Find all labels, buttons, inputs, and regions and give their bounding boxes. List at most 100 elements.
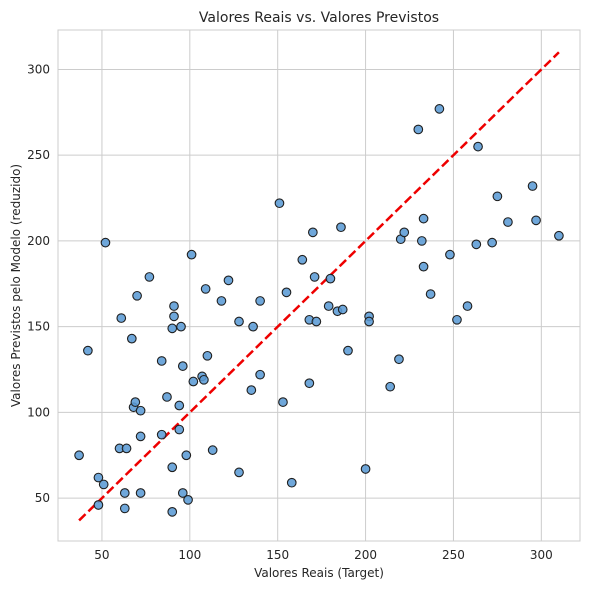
data-point bbox=[200, 284, 211, 294]
x-tick-label: 300 bbox=[530, 548, 553, 562]
data-point bbox=[445, 249, 455, 260]
data-point bbox=[325, 273, 336, 284]
data-point bbox=[223, 275, 234, 286]
data-point bbox=[473, 141, 483, 152]
data-point bbox=[336, 222, 346, 233]
data-points bbox=[74, 104, 564, 517]
data-point bbox=[181, 450, 192, 461]
data-point bbox=[177, 361, 188, 371]
chart-title: Valores Reais vs. Valores Previstos bbox=[199, 10, 439, 26]
data-point bbox=[188, 376, 199, 387]
data-point bbox=[234, 467, 244, 478]
data-point bbox=[74, 450, 84, 461]
y-tick-label: 300 bbox=[27, 62, 50, 76]
data-point bbox=[83, 345, 93, 356]
data-point bbox=[418, 213, 429, 224]
data-point bbox=[135, 431, 146, 442]
data-point bbox=[234, 316, 244, 327]
data-point bbox=[177, 488, 188, 498]
data-point bbox=[162, 392, 172, 402]
tick-labels: 50 100 150 200 250 300 50 100 150 200 250 300 bbox=[27, 62, 553, 562]
data-point bbox=[119, 488, 130, 498]
data-point bbox=[216, 296, 227, 306]
data-point bbox=[174, 400, 185, 411]
data-point bbox=[281, 287, 292, 298]
data-point bbox=[554, 230, 564, 241]
data-point bbox=[323, 301, 334, 311]
data-point bbox=[144, 272, 155, 282]
data-point bbox=[186, 249, 197, 260]
data-point bbox=[343, 345, 353, 356]
x-tick-label: 200 bbox=[354, 548, 377, 562]
data-point bbox=[527, 181, 538, 191]
data-point bbox=[309, 272, 320, 282]
data-point bbox=[286, 477, 297, 488]
y-tick-label: 100 bbox=[27, 405, 50, 419]
data-point bbox=[156, 429, 167, 440]
x-tick-label: 150 bbox=[266, 548, 289, 562]
y-tick-label: 200 bbox=[27, 234, 50, 248]
data-point bbox=[130, 397, 141, 407]
data-point bbox=[156, 356, 167, 366]
data-point bbox=[304, 378, 315, 389]
data-point bbox=[364, 316, 374, 327]
data-point bbox=[462, 301, 473, 311]
reference-line bbox=[78, 51, 560, 522]
data-point bbox=[399, 227, 410, 238]
data-point bbox=[135, 488, 146, 498]
x-axis-label: Valores Reais (Target) bbox=[254, 566, 384, 580]
data-point bbox=[487, 237, 497, 248]
data-point bbox=[274, 198, 285, 209]
data-point bbox=[385, 381, 396, 392]
data-point bbox=[98, 479, 109, 490]
y-tick-label: 150 bbox=[27, 320, 50, 334]
data-point bbox=[503, 217, 513, 227]
y-tick-label: 250 bbox=[27, 148, 50, 162]
plot-area-frame bbox=[57, 29, 581, 542]
data-point bbox=[167, 506, 178, 517]
data-point bbox=[199, 374, 209, 385]
data-point bbox=[255, 296, 265, 306]
data-point bbox=[413, 124, 424, 135]
data-point bbox=[434, 104, 445, 114]
data-point bbox=[183, 494, 193, 505]
data-point bbox=[126, 333, 137, 344]
data-point bbox=[360, 464, 371, 474]
data-point bbox=[116, 313, 127, 323]
data-point bbox=[416, 236, 427, 246]
data-point bbox=[174, 424, 185, 435]
data-point bbox=[167, 323, 178, 334]
reference-line-group bbox=[78, 51, 560, 522]
data-point bbox=[202, 350, 213, 361]
data-point bbox=[337, 304, 348, 315]
x-tick-label: 250 bbox=[442, 548, 465, 562]
data-point bbox=[176, 321, 186, 332]
data-point bbox=[93, 500, 104, 510]
data-point bbox=[394, 354, 404, 365]
data-point bbox=[121, 443, 132, 454]
data-point bbox=[169, 301, 179, 311]
data-point bbox=[119, 503, 130, 514]
data-point bbox=[135, 405, 146, 416]
data-point bbox=[100, 237, 111, 248]
data-point bbox=[418, 261, 429, 272]
data-point bbox=[207, 445, 218, 455]
data-point bbox=[311, 316, 322, 327]
data-point bbox=[132, 290, 142, 301]
y-axis-label: Valores Previstos pelo Modelo (reduzido) bbox=[9, 164, 23, 407]
data-point bbox=[278, 397, 288, 407]
x-tick-label: 100 bbox=[178, 548, 201, 562]
data-point bbox=[93, 472, 104, 483]
data-point bbox=[531, 215, 541, 226]
y-tick-label: 50 bbox=[35, 491, 50, 505]
data-point bbox=[307, 227, 318, 238]
data-point bbox=[169, 311, 179, 322]
data-point bbox=[167, 462, 178, 473]
data-point bbox=[471, 239, 482, 250]
data-point bbox=[425, 289, 436, 299]
data-point bbox=[248, 321, 258, 332]
data-point bbox=[297, 254, 308, 265]
data-point bbox=[246, 385, 257, 395]
x-tick-label: 50 bbox=[94, 548, 109, 562]
